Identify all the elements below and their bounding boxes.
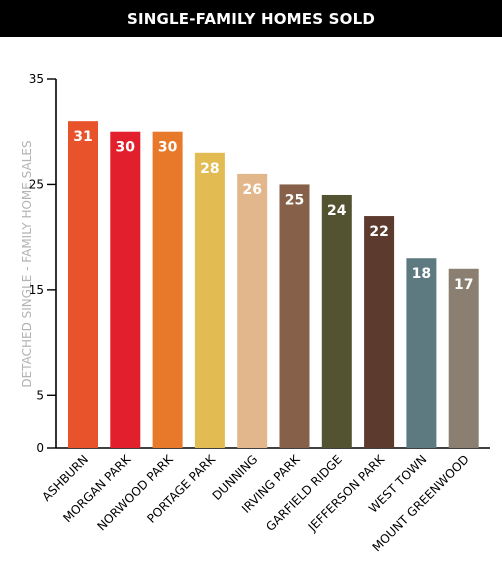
x-tick-label: NORWOOD PARK [94, 451, 176, 533]
bar-value-label: 30 [116, 140, 136, 156]
y-tick-label: 25 [29, 177, 44, 191]
bar-value-label: 30 [158, 140, 178, 156]
bar [406, 258, 437, 448]
bar [448, 268, 479, 448]
bar-value-label: 24 [327, 203, 347, 219]
y-tick-label: 5 [36, 388, 44, 402]
bar [321, 194, 352, 448]
bar [110, 131, 141, 448]
bar [68, 121, 98, 449]
bar-value-label: 17 [454, 277, 473, 293]
y-tick-label: 35 [29, 72, 44, 86]
bar-value-label: 28 [200, 161, 219, 177]
bar-value-label: 26 [242, 182, 261, 198]
bar-value-label: 25 [285, 192, 304, 208]
chart-title: SINGLE-FAMILY HOMES SOLD [0, 0, 502, 37]
bar [364, 216, 395, 448]
bar [152, 131, 183, 448]
bar-value-label: 18 [412, 266, 431, 282]
bar-value-label: 22 [369, 224, 388, 240]
y-tick-label: 0 [36, 441, 44, 455]
x-tick-label: GARFIELD RIDGE [263, 452, 345, 534]
x-tick-label: JEFFERSON PARK [305, 451, 388, 534]
bar-value-label: 31 [73, 129, 92, 145]
bar [279, 184, 310, 448]
y-tick-label: 15 [29, 283, 44, 297]
bar [194, 152, 225, 449]
bar [237, 173, 268, 448]
